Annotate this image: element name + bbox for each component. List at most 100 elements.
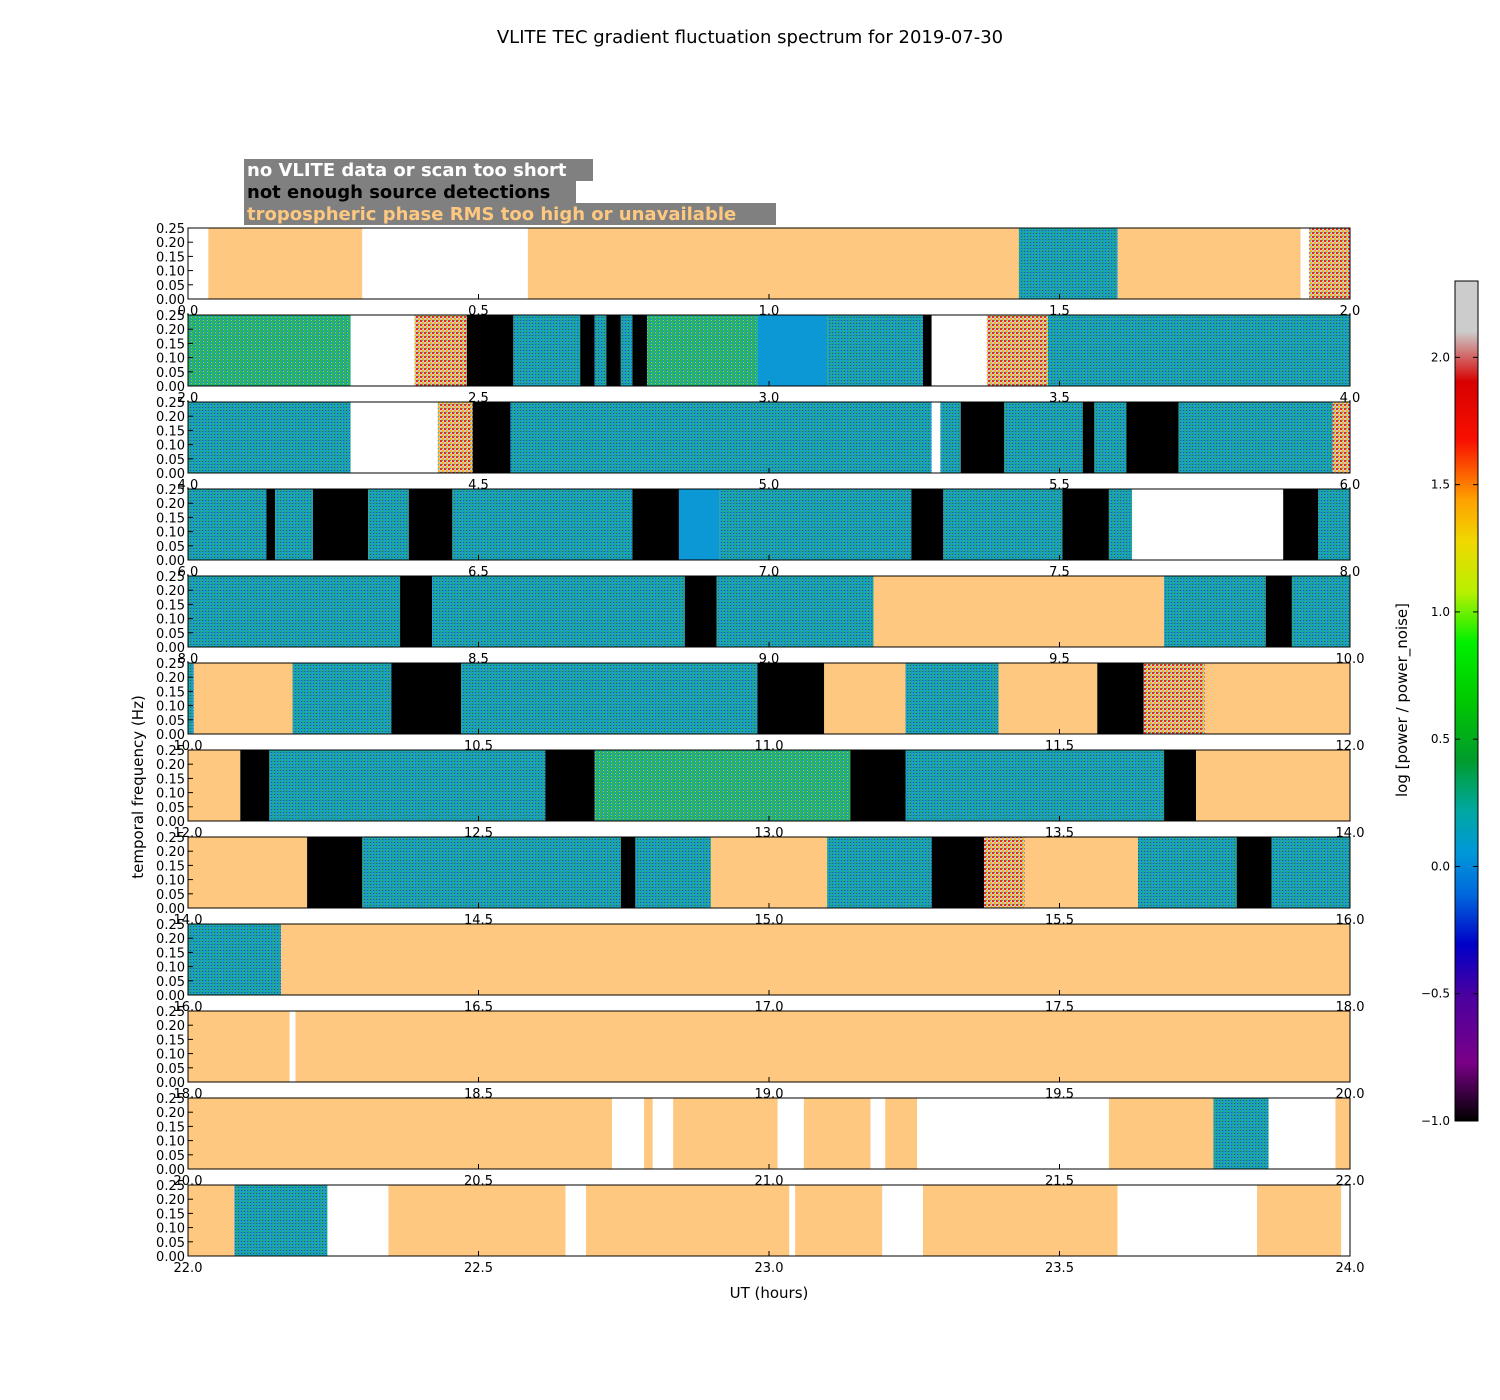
x-tick-label: 23.0 bbox=[755, 1261, 784, 1276]
segment-detect bbox=[266, 489, 276, 560]
segment-spec bbox=[620, 315, 633, 386]
y-tick-label: 0.20 bbox=[156, 410, 185, 425]
segment-spec bbox=[635, 837, 711, 908]
segment-nodata bbox=[652, 1098, 674, 1169]
segment-detect bbox=[1097, 663, 1144, 734]
y-tick-label: 0.25 bbox=[156, 396, 185, 411]
panel-2: 0.000.050.100.150.200.254.0 4.5 5.0 5.5 6.0 bbox=[156, 396, 1360, 493]
y-tick-label: 0.25 bbox=[156, 657, 185, 672]
segment-nodata bbox=[327, 1185, 389, 1256]
colorbar-label: log [power / power_noise] bbox=[1393, 603, 1412, 797]
segment-tropo bbox=[998, 663, 1098, 734]
segment-nodata bbox=[350, 315, 415, 386]
segment-tropo bbox=[1257, 1185, 1342, 1256]
y-tick-label: 0.00 bbox=[156, 293, 185, 308]
y-tick-label: 0.20 bbox=[156, 1019, 185, 1034]
y-tick-label: 0.15 bbox=[156, 250, 185, 265]
y-tick-label: 0.20 bbox=[156, 1193, 185, 1208]
y-tick-label: 0.10 bbox=[156, 439, 185, 454]
y-tick-label: 0.05 bbox=[156, 627, 185, 642]
panels: 0.000.050.100.150.200.250.0 0.5 1.0 1.5 2.00… bbox=[156, 222, 1364, 1276]
segment-spec bbox=[452, 489, 633, 560]
segment-spec bbox=[1137, 837, 1237, 908]
y-tick-label: 0.00 bbox=[156, 728, 185, 743]
segment-spec bbox=[940, 402, 961, 473]
segment-spec_green bbox=[646, 315, 758, 386]
segment-spec bbox=[461, 663, 758, 734]
y-tick-label: 0.00 bbox=[156, 554, 185, 569]
segment-tropo bbox=[188, 1098, 613, 1169]
segment-spec bbox=[1178, 402, 1333, 473]
colorbar-ticks: −1.0 −0.5 0.0 0.5 1.0 1.5 2.0 bbox=[1421, 350, 1478, 1128]
y-tick-label: 0.00 bbox=[156, 380, 185, 395]
y-tick-label: 0.25 bbox=[156, 744, 185, 759]
segment-tropo bbox=[188, 750, 241, 821]
segment-spec bbox=[943, 489, 1063, 560]
segment-spec bbox=[1271, 837, 1350, 908]
y-tick-label: 0.00 bbox=[156, 1250, 185, 1265]
panel-3: 0.000.050.100.150.200.256.0 6.5 7.0 7.5 8.0 bbox=[156, 483, 1360, 580]
segment-spec bbox=[1164, 576, 1266, 647]
segment-detect bbox=[1082, 402, 1095, 473]
segment-spec bbox=[1291, 576, 1350, 647]
segment-nodata bbox=[1341, 1185, 1350, 1256]
segment-tropo bbox=[673, 1098, 778, 1169]
y-tick-label: 0.15 bbox=[156, 598, 185, 613]
segment-tropo bbox=[295, 1011, 1350, 1082]
segment-spec_green bbox=[188, 315, 351, 386]
colorbar-tick-label: 1.5 bbox=[1431, 478, 1450, 492]
segment-tropo bbox=[644, 1098, 653, 1169]
y-tick-label: 0.20 bbox=[156, 323, 185, 338]
chart-title: VLITE TEC gradient fluctuation spectrum … bbox=[497, 27, 1003, 48]
segment-tropo bbox=[1024, 837, 1138, 908]
segment-detect bbox=[580, 315, 595, 386]
segment-detect bbox=[931, 837, 984, 908]
y-tick-label: 0.20 bbox=[156, 845, 185, 860]
y-tick-label: 0.10 bbox=[156, 613, 185, 628]
y-tick-label: 0.10 bbox=[156, 700, 185, 715]
segment-spec bbox=[513, 315, 581, 386]
segment-detect bbox=[606, 315, 621, 386]
y-tick-label: 0.15 bbox=[156, 424, 185, 439]
segment-spec bbox=[188, 489, 267, 560]
y-tick-label: 0.15 bbox=[156, 1120, 185, 1135]
segment-nodata bbox=[882, 1185, 923, 1256]
segment-nodata bbox=[565, 1185, 586, 1256]
y-tick-label: 0.05 bbox=[156, 453, 185, 468]
segment-spec_hot bbox=[1143, 663, 1205, 734]
segment-detect bbox=[1236, 837, 1272, 908]
segment-spec bbox=[905, 663, 999, 734]
segment-spec bbox=[275, 489, 313, 560]
y-tick-label: 0.10 bbox=[156, 265, 185, 280]
y-tick-label: 0.05 bbox=[156, 1062, 185, 1077]
y-tick-label: 0.20 bbox=[156, 236, 185, 251]
y-tick-label: 0.15 bbox=[156, 685, 185, 700]
y-tick-label: 0.05 bbox=[156, 279, 185, 294]
segment-detect bbox=[307, 837, 363, 908]
legend-bg-tropo bbox=[244, 203, 776, 225]
segment-spec bbox=[1004, 402, 1083, 473]
segment-spec_hot bbox=[437, 402, 473, 473]
segment-detect bbox=[240, 750, 270, 821]
segment-detect bbox=[632, 489, 679, 560]
segment-detect bbox=[1164, 750, 1197, 821]
y-tick-label: 0.20 bbox=[156, 584, 185, 599]
y-tick-label: 0.15 bbox=[156, 1033, 185, 1048]
colorbar-tick-label: −0.5 bbox=[1421, 987, 1450, 1001]
segment-nodata bbox=[188, 228, 209, 299]
segment-spec_blue bbox=[757, 315, 828, 386]
y-tick-label: 0.10 bbox=[156, 1135, 185, 1150]
colorbar-tick-label: 1.0 bbox=[1431, 605, 1450, 619]
segment-nodata bbox=[350, 402, 438, 473]
legend-bg-nodata bbox=[244, 159, 593, 181]
y-tick-label: 0.25 bbox=[156, 222, 185, 237]
colorbar-tick-label: −1.0 bbox=[1421, 1114, 1450, 1128]
segment-detect bbox=[922, 315, 932, 386]
segment-tropo bbox=[280, 924, 1351, 995]
colorbar: −1.0 −0.5 0.0 0.5 1.0 1.5 2.0 log [power / pow… bbox=[1393, 280, 1479, 1128]
